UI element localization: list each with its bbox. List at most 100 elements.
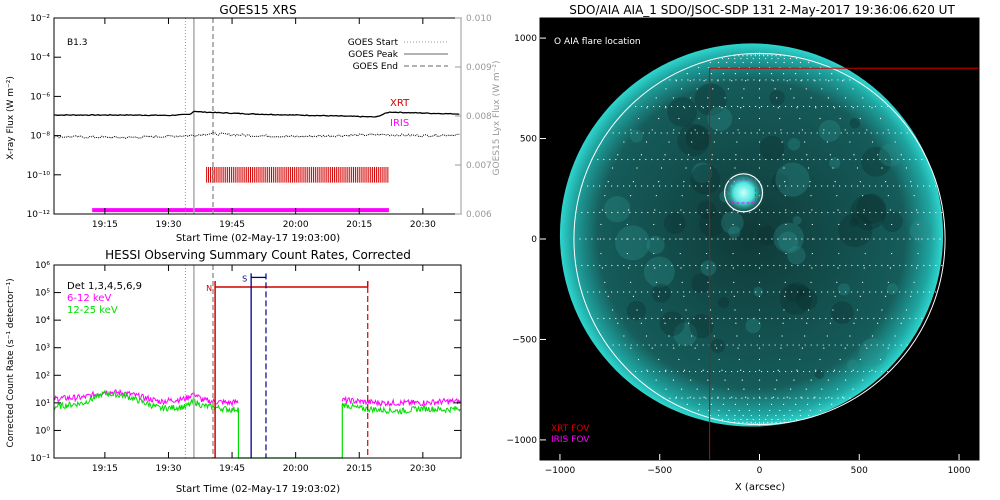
grid-dot <box>822 344 824 346</box>
grid-dot <box>738 344 740 346</box>
grid-dot <box>833 211 835 214</box>
grid-dot <box>617 264 619 267</box>
grid-dot <box>827 185 829 187</box>
grid-dot <box>654 344 656 346</box>
grid-dot <box>712 388 714 390</box>
solar-texture-patch <box>651 283 671 303</box>
grid-dot <box>750 414 752 417</box>
grid-dot <box>881 370 883 373</box>
grid-dot <box>723 158 725 161</box>
grid-dot <box>707 370 709 373</box>
grid-dot <box>863 105 865 108</box>
grid-dot <box>696 88 698 90</box>
grid-dot <box>821 105 823 108</box>
grid-dot <box>761 211 763 214</box>
grid-dot <box>849 397 851 399</box>
grid-dot <box>796 107 798 109</box>
grid-dot <box>713 105 715 108</box>
grid-dot <box>765 418 767 421</box>
grid-dot <box>699 79 701 81</box>
grid-dot <box>758 414 761 417</box>
grid-dot <box>690 379 692 381</box>
grid-dot <box>629 185 631 187</box>
grid-dot <box>887 264 889 267</box>
grid-dot <box>651 347 653 349</box>
x-axis-label: Start Time (02-May-17 19:03:00) <box>176 233 340 244</box>
grid-dot <box>826 141 828 143</box>
grid-dot <box>870 344 872 346</box>
solar-texture-patch <box>629 129 643 143</box>
grid-dot <box>684 344 686 346</box>
grid-dot <box>671 105 673 108</box>
legend-item-12-25-kev: 12-25 keV <box>67 305 118 316</box>
grid-dot <box>702 344 704 346</box>
grid-dot <box>783 418 785 421</box>
grid-dot <box>669 397 671 399</box>
grid-dot <box>864 223 866 226</box>
y-tick-label: 10³ <box>35 344 50 354</box>
grid-dot <box>683 370 685 373</box>
grid-dot <box>761 105 763 108</box>
grid-dot <box>839 370 841 373</box>
grid-dot <box>781 141 783 143</box>
count-rate-line <box>53 389 239 414</box>
grid-dot <box>758 73 761 75</box>
grid-dot <box>688 322 690 324</box>
grid-dot <box>935 185 937 187</box>
grid-dot <box>910 181 912 183</box>
y-tick-label: −1000 <box>507 436 538 446</box>
grid-dot <box>641 185 643 187</box>
grid-dot <box>758 57 761 60</box>
grid-dot <box>719 264 721 267</box>
grid-dot <box>768 132 770 134</box>
grid-dot <box>837 238 839 240</box>
grid-dot <box>681 238 683 240</box>
grid-dot <box>913 195 915 197</box>
grid-dot <box>707 97 709 99</box>
grid-dot <box>929 185 931 187</box>
grid-dot <box>597 317 599 320</box>
grid-dot <box>876 132 878 134</box>
grid-dot <box>731 264 733 267</box>
grid-dot <box>624 344 626 346</box>
grid-dot <box>671 264 673 267</box>
grid-dot <box>647 291 649 293</box>
solar-texture-patch <box>861 146 892 177</box>
grid-dot <box>799 358 801 361</box>
grid-dot <box>629 291 631 293</box>
grid-dot <box>799 409 801 412</box>
grid-dot <box>750 421 752 423</box>
grid-dot <box>681 79 683 81</box>
grid-dot <box>632 295 635 297</box>
grid-dot <box>825 238 827 240</box>
grid-dot <box>844 97 847 99</box>
grid-dot <box>889 209 892 211</box>
grid-dot <box>776 97 778 99</box>
grid-dot <box>809 105 811 108</box>
grid-dot <box>862 97 864 99</box>
grid-dot <box>923 211 925 214</box>
grid-dot <box>905 185 907 187</box>
grid-dot <box>742 414 744 417</box>
grid-dot <box>899 291 901 293</box>
grid-dot <box>755 370 757 373</box>
grid-dot <box>846 132 848 134</box>
grid-dot <box>780 129 782 131</box>
grid-dot <box>832 167 834 169</box>
grid-dot <box>775 414 777 417</box>
plot-frame <box>53 264 462 459</box>
solar-texture-patch <box>881 210 903 233</box>
grid-dot <box>785 252 787 255</box>
grid-dot <box>899 185 901 187</box>
grid-dot <box>677 185 679 187</box>
grid-dot <box>863 370 865 373</box>
grid-dot <box>762 344 764 346</box>
grid-dot <box>635 264 637 267</box>
grid-dot <box>845 370 847 373</box>
grid-dot <box>782 322 784 324</box>
grid-dot <box>726 344 728 346</box>
grid-dot <box>862 195 864 197</box>
grid-dot <box>785 105 787 108</box>
grid-dot <box>869 370 871 373</box>
grid-dot <box>813 397 815 399</box>
